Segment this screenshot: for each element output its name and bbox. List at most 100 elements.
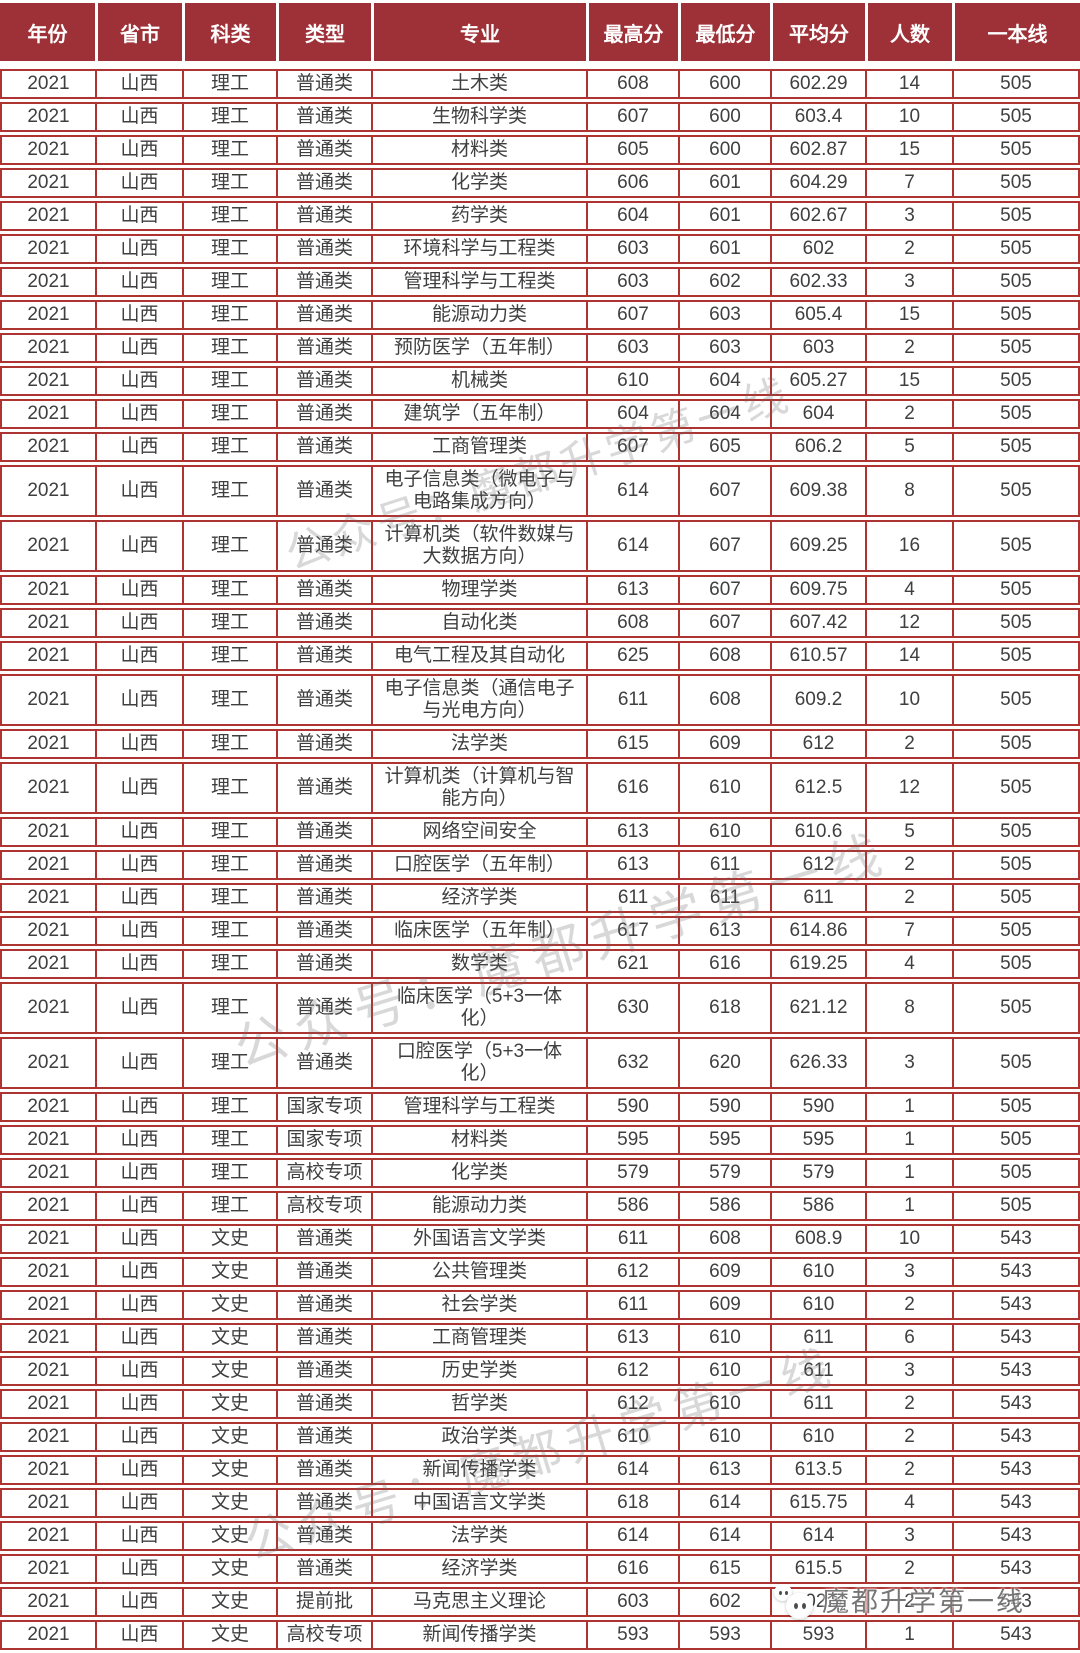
cell-avg-score: 607.42 (770, 608, 865, 638)
cell-min-score: 579 (678, 1158, 770, 1188)
cell-major: 计算机类（软件数媒与大数据方向） (371, 520, 586, 572)
cell-year: 2021 (0, 575, 95, 605)
cell-avg-score: 626.33 (770, 1037, 865, 1089)
cell-min-score: 602 (678, 267, 770, 297)
cell-major: 哲学类 (371, 1389, 586, 1419)
cell-year: 2021 (0, 1323, 95, 1353)
cell-major: 化学类 (371, 168, 586, 198)
cell-max-score: 590 (586, 1092, 678, 1122)
cell-province: 山西 (95, 982, 182, 1034)
cell-tier1-line: 543 (952, 1389, 1080, 1419)
cell-max-score: 632 (586, 1037, 678, 1089)
cell-count: 1 (865, 1191, 952, 1221)
cell-tier1-line: 505 (952, 674, 1080, 726)
cell-year: 2021 (0, 1092, 95, 1122)
cell-major: 化学类 (371, 1158, 586, 1188)
table-row: 2021 山西 理工 普通类 环境科学与工程类 603 601 602 2 505 (0, 234, 1080, 264)
cell-min-score: 595 (678, 1125, 770, 1155)
cell-major: 口腔医学（5+3一体化） (371, 1037, 586, 1089)
cell-batch-type: 普通类 (276, 1257, 371, 1287)
cell-subject: 理工 (182, 520, 276, 572)
cell-subject: 理工 (182, 1092, 276, 1122)
cell-max-score: 612 (586, 1356, 678, 1386)
cell-avg-score: 611 (770, 1323, 865, 1353)
cell-major: 自动化类 (371, 608, 586, 638)
cell-count: 1 (865, 1125, 952, 1155)
cell-batch-type: 普通类 (276, 674, 371, 726)
cell-tier1-line: 505 (952, 949, 1080, 979)
cell-avg-score: 602.33 (770, 267, 865, 297)
cell-min-score: 600 (678, 102, 770, 132)
cell-subject: 理工 (182, 465, 276, 517)
cell-province: 山西 (95, 234, 182, 264)
cell-min-score: 607 (678, 465, 770, 517)
cell-max-score: 625 (586, 641, 678, 671)
cell-max-score: 615 (586, 729, 678, 759)
cell-count: 3 (865, 1257, 952, 1287)
cell-count: 3 (865, 267, 952, 297)
cell-major: 外国语言文学类 (371, 1224, 586, 1254)
cell-avg-score: 595 (770, 1125, 865, 1155)
cell-min-score: 602 (678, 1587, 770, 1617)
cell-count: 2 (865, 1587, 952, 1617)
cell-year: 2021 (0, 916, 95, 946)
cell-max-score: 604 (586, 399, 678, 429)
cell-major: 电子信息类（微电子与电路集成方向） (371, 465, 586, 517)
cell-province: 山西 (95, 399, 182, 429)
cell-avg-score: 621.12 (770, 982, 865, 1034)
table-row: 2021 山西 理工 普通类 口腔医学（5+3一体化） 632 620 626.33 3 505 (0, 1037, 1080, 1089)
cell-avg-score: 604.29 (770, 168, 865, 198)
cell-province: 山西 (95, 1224, 182, 1254)
cell-subject: 理工 (182, 817, 276, 847)
cell-major: 临床医学（5+3一体化） (371, 982, 586, 1034)
cell-batch-type: 普通类 (276, 641, 371, 671)
cell-province: 山西 (95, 1092, 182, 1122)
cell-max-score: 607 (586, 300, 678, 330)
cell-subject: 理工 (182, 300, 276, 330)
cell-province: 山西 (95, 366, 182, 396)
cell-avg-score: 614.86 (770, 916, 865, 946)
cell-count: 2 (865, 1554, 952, 1584)
col-header-year: 年份 (0, 3, 95, 66)
cell-major: 土木类 (371, 69, 586, 99)
table-row: 2021 山西 理工 普通类 口腔医学（五年制） 613 611 612 2 505 (0, 850, 1080, 880)
cell-max-score: 621 (586, 949, 678, 979)
cell-major: 网络空间安全 (371, 817, 586, 847)
cell-major: 电气工程及其自动化 (371, 641, 586, 671)
cell-year: 2021 (0, 1455, 95, 1485)
cell-subject: 文史 (182, 1323, 276, 1353)
cell-min-score: 608 (678, 674, 770, 726)
cell-tier1-line: 505 (952, 135, 1080, 165)
cell-subject: 理工 (182, 608, 276, 638)
cell-min-score: 600 (678, 135, 770, 165)
cell-avg-score: 602.67 (770, 201, 865, 231)
cell-count: 5 (865, 432, 952, 462)
cell-year: 2021 (0, 432, 95, 462)
cell-max-score: 616 (586, 1554, 678, 1584)
table-body: 2021 山西 理工 普通类 土木类 608 600 602.29 14 505 2021 山西 理工普… (0, 69, 1080, 1650)
cell-min-score: 609 (678, 1257, 770, 1287)
col-header-batch-type: 类型 (276, 3, 371, 66)
cell-batch-type: 普通类 (276, 1037, 371, 1089)
cell-count: 15 (865, 366, 952, 396)
table-row: 2021 山西 理工 普通类 电气工程及其自动化 625 608 610.57 14 505 (0, 641, 1080, 671)
cell-min-score: 600 (678, 69, 770, 99)
cell-max-score: 586 (586, 1191, 678, 1221)
cell-batch-type: 普通类 (276, 300, 371, 330)
cell-subject: 理工 (182, 1158, 276, 1188)
cell-min-score: 608 (678, 641, 770, 671)
cell-count: 10 (865, 1224, 952, 1254)
cell-year: 2021 (0, 1191, 95, 1221)
cell-avg-score: 610 (770, 1290, 865, 1320)
cell-count: 2 (865, 234, 952, 264)
table-row: 2021 山西 理工 普通类 自动化类 608 607 607.42 12 505 (0, 608, 1080, 638)
cell-avg-score: 605.27 (770, 366, 865, 396)
cell-province: 山西 (95, 168, 182, 198)
cell-province: 山西 (95, 1356, 182, 1386)
cell-major: 建筑学（五年制） (371, 399, 586, 429)
cell-subject: 理工 (182, 333, 276, 363)
cell-min-score: 613 (678, 916, 770, 946)
cell-min-score: 610 (678, 817, 770, 847)
cell-province: 山西 (95, 1488, 182, 1518)
cell-batch-type: 国家专项 (276, 1092, 371, 1122)
